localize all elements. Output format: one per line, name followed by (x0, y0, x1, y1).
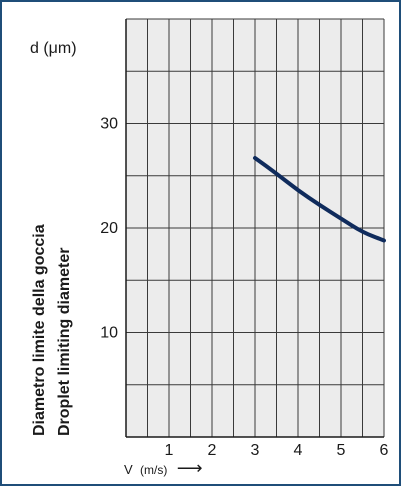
y-tick-label: 20 (100, 220, 118, 237)
tick-labels: 1 2 3 4 5 6 10 20 30 (100, 116, 388, 460)
x-axis-label: V (m/s) ⟶ (124, 458, 203, 478)
x-axis-arrow: ⟶ (177, 458, 203, 478)
x-tick-label: 3 (251, 442, 260, 459)
y-axis-unit-label: d (μm) (30, 40, 77, 57)
axes (125, 19, 384, 438)
y-tick-label: 30 (100, 116, 118, 133)
x-tick-label: 4 (294, 442, 303, 459)
y-axis-title-english: Droplet limiting diameter (56, 248, 73, 436)
series-layer (253, 156, 387, 243)
x-tick-label: 5 (337, 442, 346, 459)
y-tick-label: 10 (100, 325, 118, 342)
grid (126, 18, 385, 437)
x-axis-unit: (m/s) (140, 463, 167, 477)
x-tick-label: 6 (380, 442, 389, 459)
y-axis-title-italian: Diametro limite della goccia (31, 224, 48, 436)
x-axis-variable: V (124, 462, 133, 477)
x-tick-label: 2 (208, 442, 217, 459)
series-line (253, 156, 387, 243)
x-tick-label: 1 (165, 442, 174, 459)
